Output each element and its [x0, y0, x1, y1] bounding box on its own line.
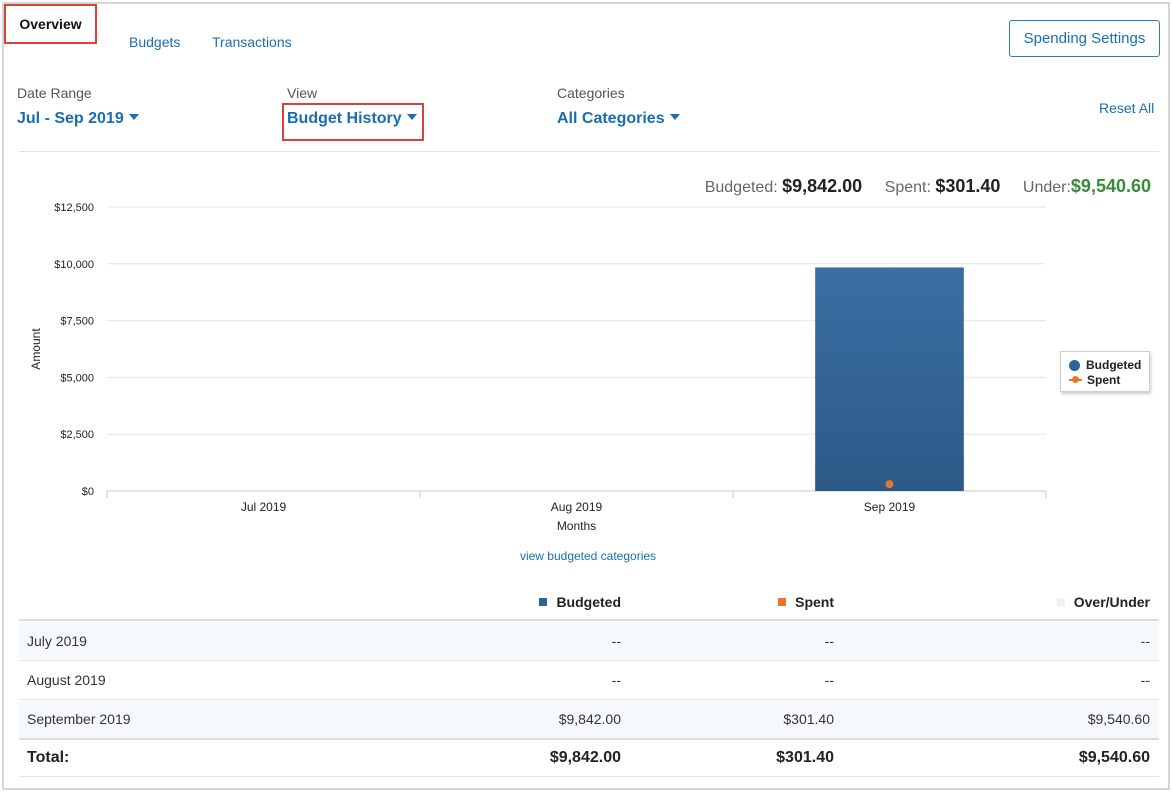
over-under-square-icon	[1056, 598, 1065, 606]
caret-down-icon	[406, 114, 417, 120]
row-over-under: --	[1140, 633, 1150, 649]
under-summary-value: $9,540.60	[1070, 176, 1151, 196]
budgeted-summary-label: Budgeted:	[704, 179, 778, 196]
total-budgeted: $9,842.00	[549, 749, 621, 766]
y-tick-label: $10,000	[54, 259, 94, 271]
spent-square-icon	[778, 598, 787, 606]
table-total-row: Total: $9,842.00 $301.40 $9,540.60	[19, 738, 1159, 777]
table-row: August 2019 -- -- --	[19, 661, 1159, 700]
total-spent: $301.40	[776, 749, 834, 766]
budgeted-summary-value: $9,842.00	[782, 176, 863, 196]
column-header-over-under: Over/Under	[1056, 594, 1150, 610]
column-header-budgeted: Budgeted	[539, 594, 621, 610]
y-axis-title: Amount	[29, 328, 43, 370]
row-spent: $301.40	[783, 711, 834, 727]
x-tick-label: Jul 2019	[241, 500, 287, 514]
legend-item-budgeted[interactable]: Budgeted	[1069, 358, 1141, 372]
caret-down-icon	[669, 114, 680, 120]
column-label: Budgeted	[556, 594, 621, 610]
column-label: Over/Under	[1073, 594, 1150, 610]
row-budgeted: --	[611, 633, 621, 649]
spent-legend-marker	[1069, 376, 1082, 383]
budgeted-legend-marker	[1069, 359, 1080, 371]
column-label: Spent	[795, 594, 834, 610]
spent-point	[885, 480, 894, 489]
spent-summary-value: $301.40	[935, 176, 1001, 196]
categories-value: All Categories	[557, 110, 665, 127]
view-highlight	[282, 103, 424, 141]
y-tick-label: $5,000	[60, 372, 94, 384]
total-over-under: $9,540.60	[1078, 749, 1150, 766]
row-budgeted: $9,842.00	[558, 711, 621, 727]
tab-transactions[interactable]: Transactions	[212, 34, 292, 50]
tab-budgets[interactable]: Budgets	[129, 34, 181, 50]
legend-item-spent[interactable]: Spent	[1069, 373, 1120, 387]
chart-legend[interactable]: Budgeted Spent	[1060, 351, 1150, 392]
caret-down-icon	[128, 114, 139, 120]
x-axis-title: Months	[557, 519, 596, 533]
reset-all-link[interactable]: Reset All	[1099, 100, 1155, 116]
table-row: July 2019 -- -- --	[19, 622, 1159, 661]
date-range-value: Jul - Sep 2019	[17, 110, 124, 127]
row-label: September 2019	[27, 711, 131, 727]
view-label: View	[287, 85, 318, 101]
legend-budgeted-label: Budgeted	[1086, 358, 1142, 372]
spent-summary-label: Spent:	[884, 179, 931, 196]
legend-spent-label: Spent	[1087, 373, 1121, 387]
row-budgeted: --	[611, 672, 621, 688]
x-tick-label: Sep 2019	[864, 500, 916, 514]
date-range-label: Date Range	[17, 85, 92, 101]
under-summary-label: Under:	[1022, 179, 1071, 196]
row-over-under: $9,540.60	[1087, 711, 1150, 727]
row-spent: --	[824, 672, 834, 688]
y-tick-label: $0	[82, 486, 94, 498]
budget-summary: Budgeted: $9,842.00 Spent: $301.40 Under…	[705, 176, 1151, 197]
table-header: Budgeted Spent Over/Under	[19, 591, 1159, 621]
budgeted-bar	[815, 267, 964, 491]
spending-settings-button[interactable]: Spending Settings	[1009, 20, 1160, 57]
table-row: September 2019 $9,842.00 $301.40 $9,540.…	[19, 700, 1159, 739]
budgeted-square-icon	[539, 598, 548, 606]
row-label: July 2019	[27, 633, 87, 649]
tab-overview[interactable]: Overview	[4, 4, 97, 44]
categories-dropdown[interactable]: All Categories	[557, 110, 680, 128]
view-budgeted-categories-link[interactable]: view budgeted categories	[519, 549, 657, 563]
column-header-spent: Spent	[778, 594, 834, 610]
row-label: August 2019	[27, 672, 106, 688]
total-label: Total:	[27, 749, 70, 766]
categories-label: Categories	[557, 85, 625, 101]
date-range-dropdown[interactable]: Jul - Sep 2019	[17, 110, 139, 128]
y-tick-label: $2,500	[60, 429, 94, 441]
row-spent: --	[824, 633, 834, 649]
divider	[19, 151, 1159, 152]
row-over-under: --	[1140, 672, 1150, 688]
y-tick-label: $12,500	[54, 202, 94, 214]
budget-history-chart: $0 $2,500 $5,000 $7,500 $10,000 $12,500 Jul 20…	[29, 202, 1047, 533]
view-value: Budget History	[287, 110, 402, 127]
x-tick-label: Aug 2019	[551, 500, 603, 514]
view-dropdown[interactable]: Budget History	[287, 110, 417, 128]
y-tick-label: $7,500	[60, 316, 94, 328]
